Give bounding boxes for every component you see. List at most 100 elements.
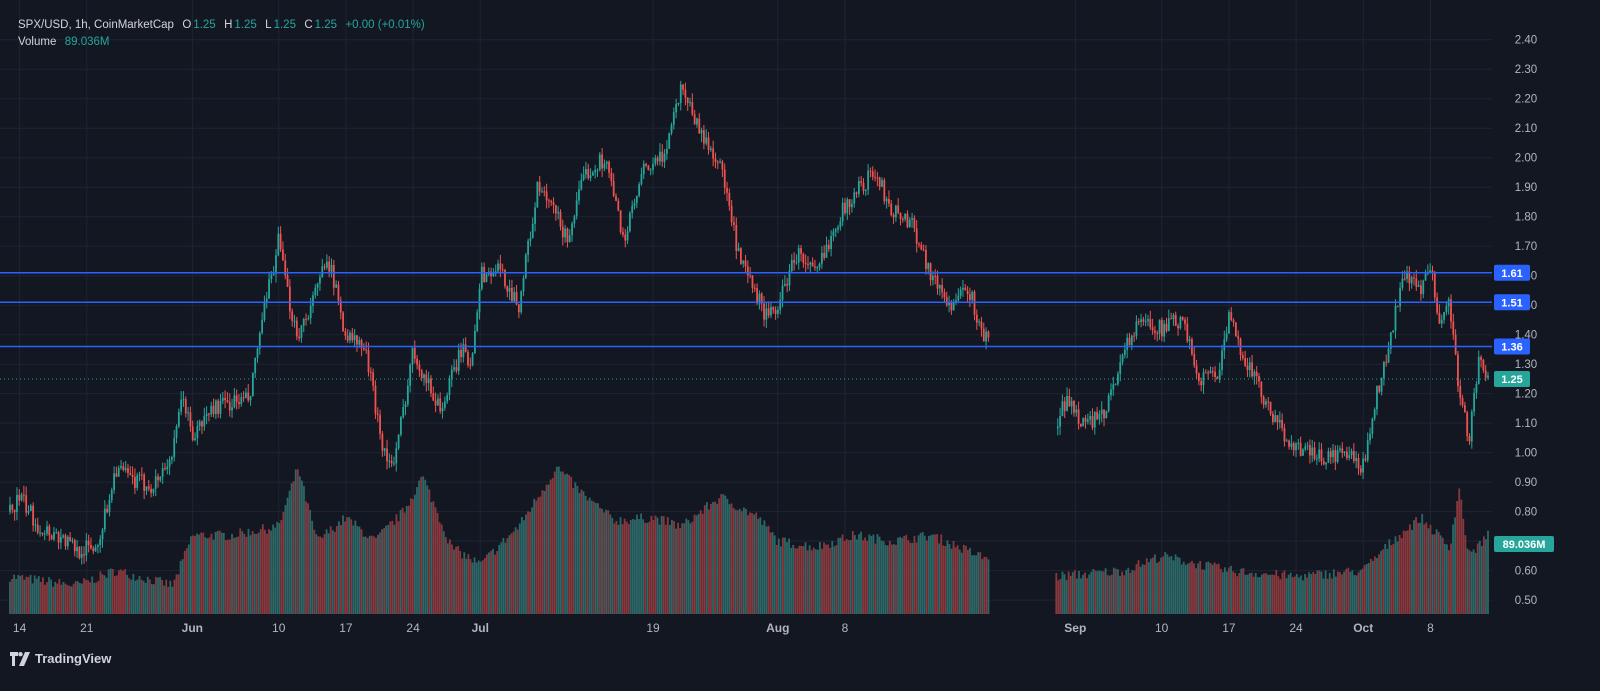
candle-body	[325, 261, 328, 268]
volume-bar	[726, 498, 729, 614]
candle-body	[1454, 334, 1457, 355]
candle-body	[980, 321, 983, 329]
volume-bar	[379, 532, 381, 614]
candle-body	[832, 231, 835, 237]
candle-body	[529, 238, 532, 241]
tradingview-branding[interactable]: TradingView	[10, 651, 111, 666]
volume-bar	[157, 577, 159, 614]
volume-bar	[749, 512, 751, 614]
candle-body	[1443, 312, 1445, 320]
volume-bar	[33, 575, 36, 614]
volume-bar	[921, 531, 924, 614]
time-tick-label: 24	[1289, 621, 1303, 635]
volume-value-tag	[1494, 536, 1554, 552]
volume-bar	[1359, 570, 1362, 614]
volume-bar	[1240, 568, 1243, 614]
volume-bar	[1199, 560, 1202, 614]
candle-body	[973, 291, 976, 315]
volume-bar	[152, 584, 155, 614]
candle-body	[749, 275, 752, 277]
volume-bar	[492, 548, 494, 614]
volume-bar	[514, 527, 517, 614]
candle-body	[182, 399, 185, 401]
candle-body	[1059, 416, 1061, 427]
volume-bar	[1413, 520, 1415, 614]
candle-body	[589, 175, 592, 178]
candle-body	[330, 265, 333, 272]
candle-body	[9, 504, 11, 512]
price-tick-label: 2.10	[1515, 123, 1537, 135]
volume-bar	[128, 578, 131, 614]
volume-bar	[1347, 567, 1350, 614]
candle-body	[1114, 384, 1117, 386]
candle-body	[316, 283, 319, 288]
candle-body	[860, 181, 863, 183]
candle-body	[145, 486, 148, 491]
volume-bar	[1380, 550, 1383, 614]
candle-body	[663, 153, 666, 162]
candle-body	[878, 177, 881, 187]
candle-body	[834, 229, 837, 232]
volume-bar	[48, 577, 50, 614]
candle-body	[511, 287, 513, 302]
candle-body	[27, 510, 30, 513]
candle-body	[786, 283, 789, 286]
candle-body	[881, 180, 883, 187]
candle-body	[781, 285, 784, 300]
volume-bar	[533, 498, 536, 614]
candle-body	[1154, 330, 1156, 333]
candle-body	[78, 547, 81, 558]
volume-bar	[779, 546, 782, 614]
candle-body	[1253, 371, 1256, 377]
candle-body	[76, 547, 78, 552]
candle-body	[978, 321, 981, 323]
candle-body	[1262, 396, 1265, 405]
candle-body	[397, 434, 400, 449]
candle-body	[545, 191, 548, 201]
candle-body	[420, 370, 423, 379]
volume-bar	[187, 544, 190, 614]
candle-body	[1473, 392, 1476, 412]
candle-body	[423, 374, 425, 379]
volume-bar	[956, 545, 959, 614]
volume-bar	[333, 531, 336, 614]
candle-body	[1265, 401, 1267, 405]
volume-label[interactable]: Volume	[18, 36, 57, 48]
volume-bar	[422, 476, 425, 614]
candle-body	[1413, 277, 1415, 279]
volume-bar	[1369, 558, 1372, 614]
candle-body	[1373, 409, 1376, 419]
candle-body	[1322, 461, 1325, 465]
volume-bar	[899, 536, 901, 614]
volume-bar	[1143, 564, 1146, 614]
candle-body	[890, 203, 893, 215]
candle-body	[1378, 385, 1381, 392]
candle-body	[164, 468, 166, 470]
volume-bar	[804, 542, 807, 614]
candle-body	[1477, 356, 1480, 384]
volume-bar	[1361, 568, 1364, 614]
volume-bar	[611, 517, 614, 614]
level-price-label: 1.61	[1501, 268, 1522, 280]
candle-body	[1149, 319, 1152, 328]
candle-body	[751, 275, 754, 288]
volume-bar	[284, 505, 287, 614]
volume-bar	[294, 469, 297, 614]
volume-bar	[1209, 562, 1212, 614]
volume-bar	[177, 574, 180, 614]
volume-bar	[825, 544, 827, 614]
volume-bar	[1145, 558, 1148, 614]
level-price-tag	[1494, 294, 1530, 311]
volume-bar	[529, 511, 531, 614]
volume-bar	[138, 576, 141, 614]
symbol-title[interactable]: SPX/USD, 1h, CoinMarketCap	[18, 19, 174, 31]
candle-body	[1475, 383, 1478, 393]
volume-bar	[64, 583, 67, 614]
candle-body	[323, 266, 326, 268]
candle-body	[1248, 362, 1251, 371]
candle-body	[353, 335, 356, 341]
candle-body	[365, 349, 368, 351]
candle-body	[617, 200, 620, 211]
volume-bar	[241, 531, 244, 614]
